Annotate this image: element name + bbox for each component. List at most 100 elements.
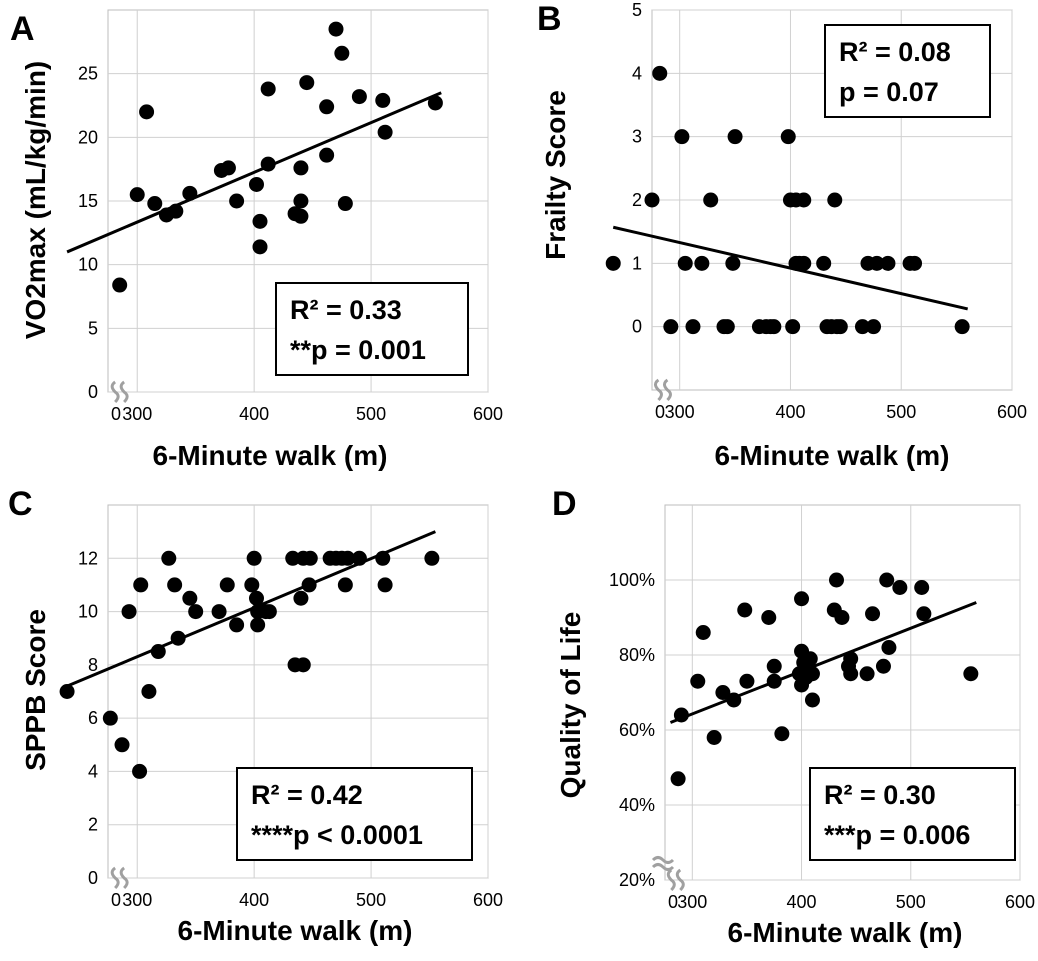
- data-point-c: [261, 604, 277, 620]
- data-point-a: [293, 193, 309, 209]
- trendline-b: [612, 225, 969, 311]
- x-tick-label-b: 400: [775, 402, 805, 422]
- y-tick-label-b: 4: [632, 63, 642, 83]
- y-tick-label-c: 2: [88, 815, 98, 835]
- data-point-c: [340, 550, 356, 566]
- y-tick-label-d: 20%: [619, 870, 655, 890]
- data-point-b: [816, 255, 832, 271]
- data-point-a: [260, 81, 276, 97]
- data-point-b: [780, 129, 796, 145]
- x-axis-break-a: [110, 380, 129, 404]
- data-point-d: [916, 606, 932, 622]
- trendline-a: [66, 91, 442, 254]
- data-point-a: [112, 277, 128, 293]
- x-tick-label-c: 500: [356, 890, 386, 910]
- data-point-c: [132, 763, 148, 779]
- y-tick-label-b: 3: [632, 127, 642, 147]
- data-point-d: [828, 572, 844, 588]
- panel-d: 20% 40% 60% 80% 100% 0 300 400 500 600 R² = 0.30 **…: [552, 485, 1035, 948]
- r-squared-a: R² = 0.33: [290, 295, 402, 325]
- data-point-c: [141, 684, 157, 699]
- data-point-a: [334, 45, 350, 61]
- y-tick-label-d: 100%: [609, 570, 655, 590]
- data-point-b: [796, 192, 812, 208]
- p-value-c: ****p < 0.0001: [251, 820, 423, 850]
- data-point-d: [739, 673, 755, 689]
- data-point-c: [211, 604, 227, 620]
- data-point-d: [875, 658, 891, 674]
- x-tick-label-d: 400: [787, 892, 817, 912]
- y-tick-label-c: 12: [78, 548, 98, 568]
- y-tick-label-a: 5: [88, 318, 98, 338]
- data-point-c: [219, 577, 235, 593]
- stats-box-b: [824, 24, 991, 118]
- data-point-b: [605, 255, 621, 271]
- data-point-a: [319, 147, 335, 163]
- y-tick-label-a: 20: [78, 127, 98, 147]
- data-point-d: [892, 580, 908, 595]
- data-point-a: [299, 75, 315, 91]
- data-point-b: [652, 65, 668, 81]
- data-point-d: [865, 606, 881, 622]
- stats-box-d: [809, 767, 1016, 861]
- data-point-c: [248, 590, 264, 606]
- y-tick-label-d: 40%: [619, 795, 655, 815]
- data-point-d: [834, 610, 850, 625]
- x-tick-label-b: 0: [655, 402, 665, 422]
- data-point-b: [854, 319, 870, 335]
- data-point-d: [695, 625, 711, 640]
- data-point-c: [102, 710, 118, 726]
- data-point-b: [866, 319, 882, 335]
- x-axis-title-a: 6-Minute walk (m): [153, 440, 388, 471]
- y-tick-label-a: 10: [78, 255, 98, 275]
- panel-letter-d: D: [552, 485, 577, 523]
- y-tick-label-a: 0: [88, 382, 98, 402]
- r-squared-c: R² = 0.42: [251, 780, 363, 810]
- x-tick-label-a: 400: [239, 404, 269, 424]
- panel-letter-b: B: [537, 0, 562, 38]
- data-point-c: [424, 550, 440, 566]
- data-point-d: [715, 685, 731, 700]
- trendline-c: [66, 530, 436, 688]
- data-point-d: [843, 666, 859, 682]
- y-tick-label-d: 80%: [619, 645, 655, 665]
- p-value-b: p = 0.07: [839, 77, 939, 107]
- x-axis-break-c: [110, 866, 129, 890]
- data-point-c: [295, 657, 311, 673]
- panel-letter-c: C: [8, 485, 33, 523]
- y-tick-label-c: 4: [88, 761, 98, 781]
- data-point-a: [252, 239, 268, 255]
- x-tick-label-c: 0: [111, 890, 121, 910]
- data-point-b: [677, 255, 693, 271]
- x-tick-label-c: 300: [122, 890, 152, 910]
- x-tick-label-d: 300: [677, 892, 707, 912]
- data-point-a: [252, 213, 268, 229]
- data-point-b: [725, 255, 741, 271]
- y-tick-label-c: 0: [88, 868, 98, 888]
- data-point-c: [377, 577, 393, 593]
- x-axis-break-b: [653, 378, 672, 402]
- data-point-a: [377, 124, 393, 140]
- y-tick-label-a: 15: [78, 191, 98, 211]
- data-point-b: [644, 192, 660, 208]
- r-squared-d: R² = 0.30: [824, 780, 936, 810]
- data-point-b: [954, 319, 970, 335]
- data-point-c: [229, 617, 245, 633]
- data-point-c: [246, 550, 262, 566]
- y-tick-label-a: 25: [78, 64, 98, 84]
- data-point-a: [129, 187, 145, 203]
- data-point-d: [706, 730, 722, 745]
- data-point-a: [248, 176, 264, 192]
- x-tick-label-b: 600: [997, 402, 1027, 422]
- p-value-d: ***p = 0.006: [824, 820, 970, 850]
- data-point-a: [147, 196, 163, 212]
- data-point-a: [351, 89, 367, 105]
- x-tick-label-c: 400: [239, 890, 269, 910]
- data-point-b: [703, 192, 719, 208]
- trendline-d: [669, 601, 977, 724]
- data-point-a: [319, 99, 335, 115]
- x-tick-label-a: 300: [122, 404, 152, 424]
